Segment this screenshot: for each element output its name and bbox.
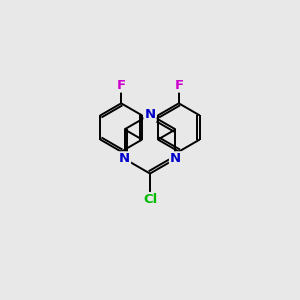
Text: N: N bbox=[119, 152, 130, 165]
Text: F: F bbox=[174, 79, 183, 92]
Text: F: F bbox=[117, 79, 126, 92]
Text: Cl: Cl bbox=[143, 193, 157, 206]
Text: N: N bbox=[144, 108, 156, 121]
Text: N: N bbox=[170, 152, 181, 165]
